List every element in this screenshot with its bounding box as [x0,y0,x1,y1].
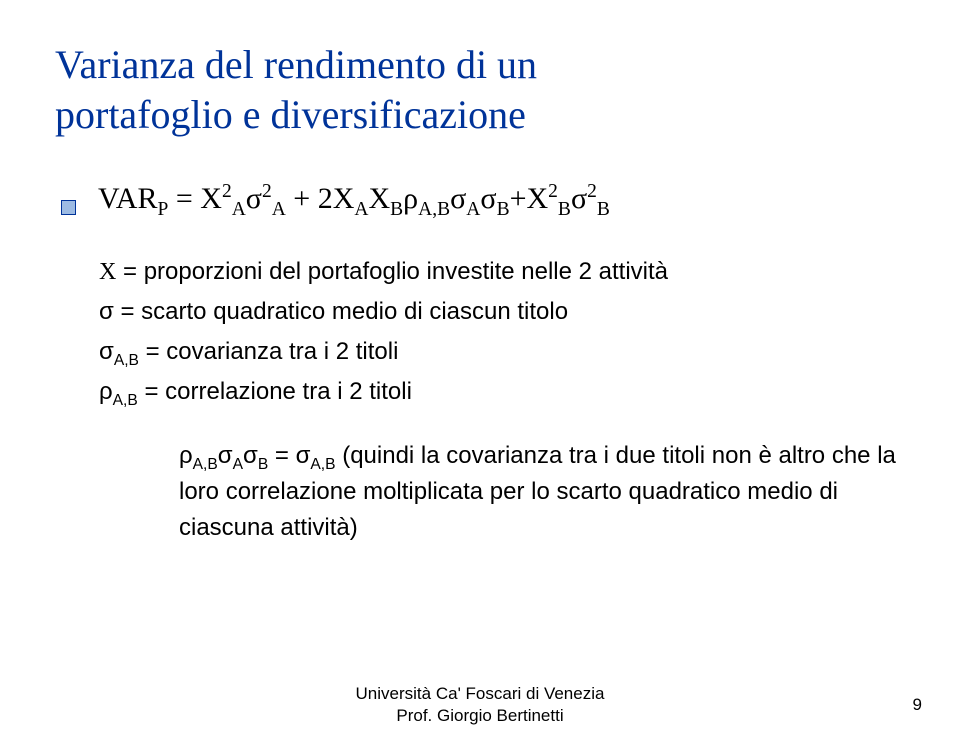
def-proportions: X = proporzioni del portafoglio investit… [99,254,905,290]
definitions-block: X = proporzioni del portafoglio investit… [99,254,905,546]
footer-university: Università Ca' Foscari di Venezia [356,684,605,703]
def-sigma: σ = scarto quadratico medio di ciascun t… [99,294,905,330]
bullet-square-icon [61,200,76,215]
variance-formula: VARP = X2Aσ2A + 2XAXBρA,BσAσB+X2Bσ2B [98,182,610,216]
footer-professor: Prof. Giorgio Bertinetti [396,706,563,725]
page-number: 9 [913,695,922,715]
title-line-1: Varianza del rendimento di un [55,42,537,87]
def-correlation: ρA,B = correlazione tra i 2 titoli [99,374,905,410]
formula-row: VARP = X2Aσ2A + 2XAXBρA,BσAσB+X2Bσ2B [61,182,905,216]
title-line-2: portafoglio e diversificazione [55,92,526,137]
def-covariance: σA,B = covarianza tra i 2 titoli [99,334,905,370]
slide-footer: Università Ca' Foscari di Venezia Prof. … [0,683,960,727]
def-relation: ρA,BσAσB = σA,B (quindi la covarianza tr… [179,438,905,546]
slide-title: Varianza del rendimento di un portafogli… [55,40,905,140]
